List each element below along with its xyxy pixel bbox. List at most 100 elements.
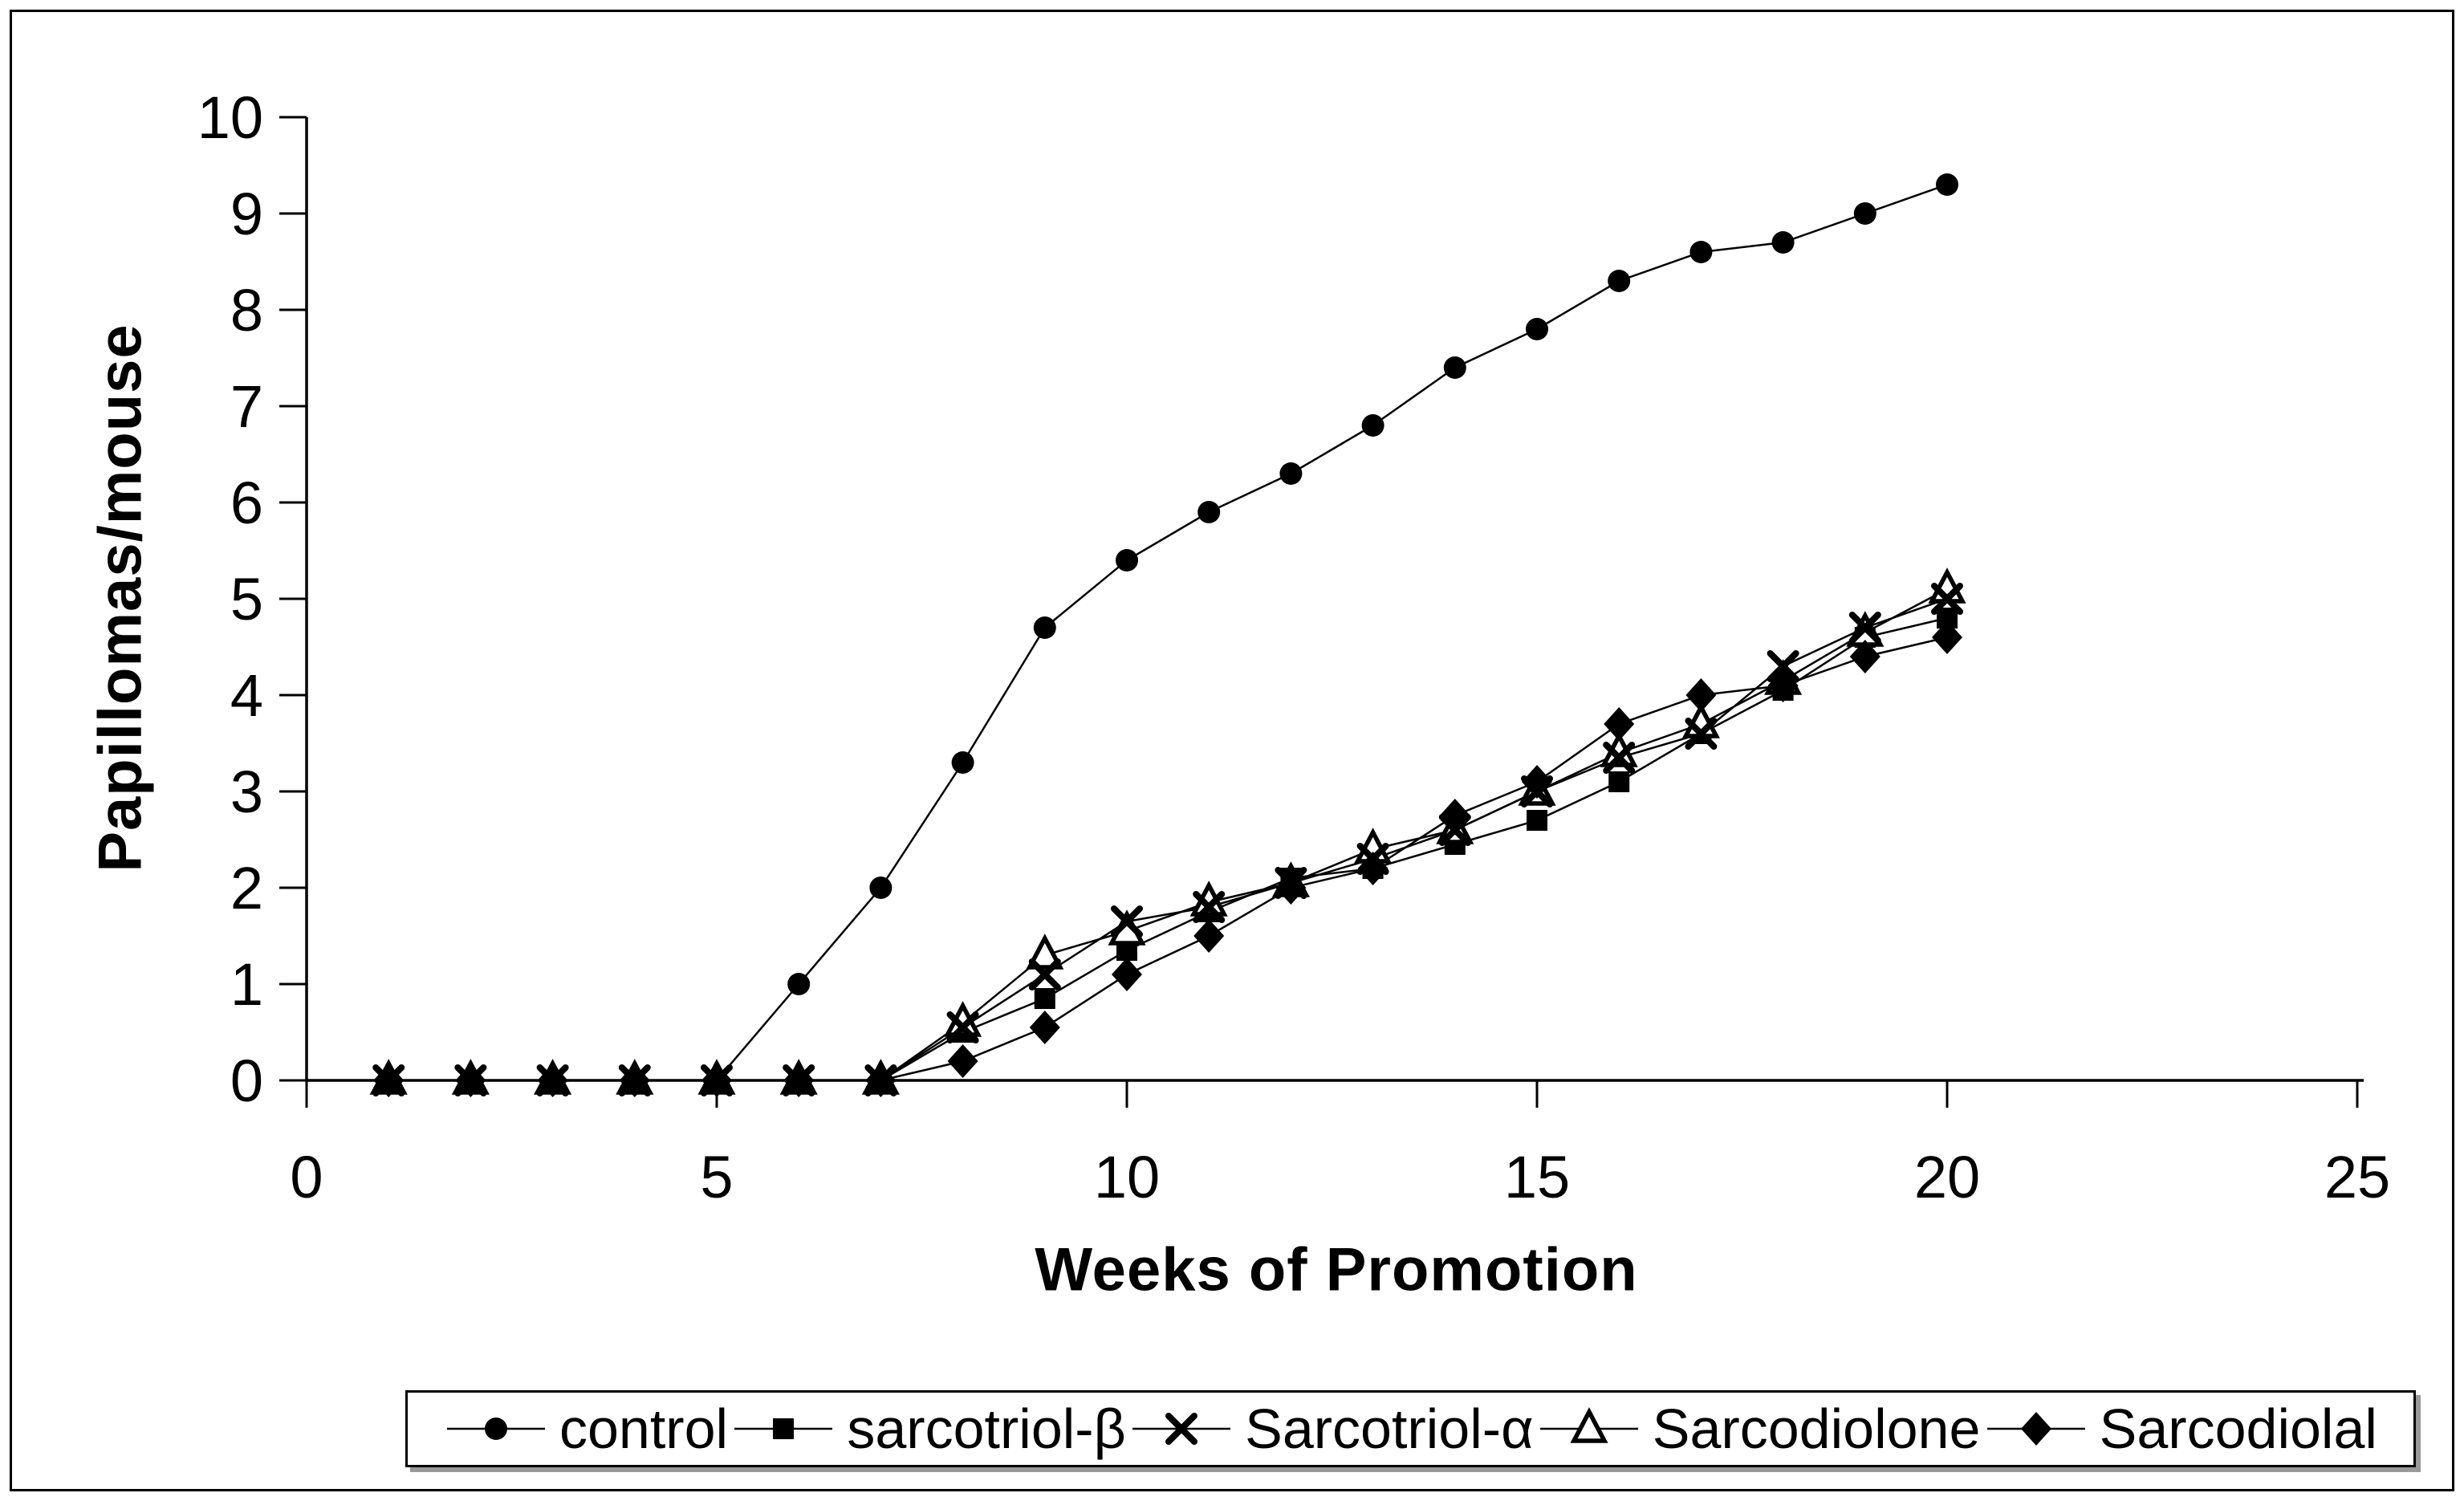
diamond-marker	[373, 1064, 405, 1097]
diamond-marker	[455, 1064, 486, 1097]
circle-marker	[1279, 462, 1303, 485]
series-line-Sarcodiolone	[388, 588, 1948, 1082]
diamond-marker	[1439, 799, 1470, 832]
diamond-marker	[2020, 1412, 2051, 1446]
diamond-marker	[1193, 919, 1225, 953]
y-tick-label: 9	[230, 181, 263, 247]
x-tick-label: 25	[2324, 1144, 2390, 1210]
figure-border	[10, 10, 2454, 1491]
square-marker	[1527, 810, 1547, 831]
circle-marker	[1361, 414, 1384, 437]
series-line-Sarcotriol-α	[388, 597, 1948, 1082]
diamond-marker	[865, 1064, 897, 1097]
y-tick-label: 4	[230, 662, 263, 729]
diamond-marker	[1685, 678, 1717, 712]
legend-label: control	[559, 1397, 729, 1460]
x-tick-label: 20	[1914, 1144, 1980, 1210]
series-line-Sarcodiolal	[388, 636, 1948, 1082]
x-marker	[946, 1011, 979, 1043]
circle-marker	[951, 751, 974, 774]
x-tick-label: 5	[700, 1144, 733, 1210]
diamond-marker	[1849, 640, 1881, 673]
diamond-marker	[619, 1064, 650, 1097]
x-marker	[1931, 583, 1963, 615]
diamond-marker	[701, 1064, 732, 1097]
legend-label: Sarcodiolal	[2099, 1397, 2377, 1460]
circle-marker	[1936, 173, 1958, 196]
diamond-marker	[1767, 669, 1799, 702]
circle-marker	[485, 1418, 507, 1440]
diamond-marker	[1932, 620, 1962, 654]
x-tick-label: 15	[1504, 1144, 1570, 1210]
diamond-marker	[947, 1044, 978, 1078]
x-axis-title: Weeks of Promotion	[1035, 1235, 1638, 1304]
circle-marker	[1443, 356, 1466, 379]
square-marker	[1608, 771, 1630, 792]
x-marker	[1165, 1413, 1198, 1445]
x-marker	[1193, 891, 1226, 923]
diamond-marker	[1029, 1011, 1060, 1044]
series-markers-control	[377, 173, 1958, 1092]
y-tick-label: 5	[230, 566, 263, 633]
y-tick-label: 10	[197, 84, 263, 151]
legend-item-Sarcodiolone: Sarcodiolone	[1537, 1397, 1981, 1461]
x-marker	[1111, 905, 1143, 938]
legend-marker-triangle-open-icon	[1539, 1407, 1638, 1443]
circle-marker	[1197, 501, 1221, 523]
x-tick-label: 0	[290, 1144, 323, 1210]
series-line-sarcotriol-β	[388, 616, 1948, 1082]
diamond-marker	[1275, 871, 1307, 905]
legend-item-Sarcotriol-α: Sarcotriol-α	[1129, 1397, 1534, 1461]
diamond-marker	[1604, 707, 1635, 741]
x-marker	[1685, 718, 1718, 750]
y-tick-label: 8	[230, 277, 263, 344]
series-line-control	[388, 183, 1948, 1082]
y-axis-title: Papillomas/mouse	[86, 323, 155, 873]
y-tick-label: 3	[230, 759, 263, 825]
y-tick-label: 7	[230, 373, 263, 440]
diamond-marker	[1357, 852, 1389, 885]
x-marker	[1603, 742, 1636, 774]
x-marker	[1848, 612, 1881, 644]
circle-marker	[1526, 318, 1548, 340]
circle-marker	[1608, 270, 1631, 292]
diamond-marker	[1522, 765, 1552, 799]
circle-marker	[1033, 616, 1056, 639]
circle-marker	[1771, 231, 1795, 254]
y-tick-label: 0	[230, 1047, 263, 1114]
legend-marker-square-icon	[734, 1418, 833, 1439]
circle-marker	[1116, 549, 1138, 572]
y-tick-label: 1	[230, 951, 263, 1018]
series-markers-Sarcotriol-α	[372, 583, 1963, 1096]
x-tick-label: 10	[1094, 1144, 1160, 1210]
legend-item-Sarcodiolal: Sarcodiolal	[1984, 1397, 2377, 1461]
diamond-marker	[783, 1064, 815, 1097]
circle-marker	[1689, 241, 1713, 263]
series-markers-Sarcodiolal	[373, 620, 1962, 1097]
legend-item-control: control	[444, 1397, 728, 1461]
y-tick-label: 2	[230, 855, 263, 921]
legend-box: control sarcotriol-β Sarcotriol-α Sarcodiol…	[405, 1390, 2416, 1467]
series-markers-Sarcodiolone	[369, 567, 1966, 1095]
legend-marker-circle-icon	[447, 1418, 545, 1440]
legend-marker-x-icon	[1132, 1413, 1231, 1445]
circle-marker	[1853, 202, 1876, 225]
square-marker	[1034, 988, 1055, 1009]
circle-marker	[787, 973, 811, 995]
circle-marker	[869, 877, 892, 899]
triangle-open-marker	[1026, 934, 1064, 970]
legend-label: sarcotriol-β	[847, 1397, 1126, 1460]
y-tick-label: 6	[230, 470, 263, 536]
legend-label: Sarcotriol-α	[1245, 1397, 1534, 1460]
diamond-marker	[537, 1064, 568, 1097]
x-marker	[1028, 958, 1061, 990]
legend-label: Sarcodiolone	[1652, 1397, 1981, 1460]
x-marker	[1767, 650, 1799, 682]
triangle-open-marker	[1570, 1407, 1608, 1443]
diamond-marker	[1112, 958, 1142, 991]
legend-item-sarcotriol-β: sarcotriol-β	[731, 1397, 1126, 1461]
square-marker	[773, 1418, 795, 1439]
series-markers-sarcotriol-β	[378, 608, 1958, 1091]
